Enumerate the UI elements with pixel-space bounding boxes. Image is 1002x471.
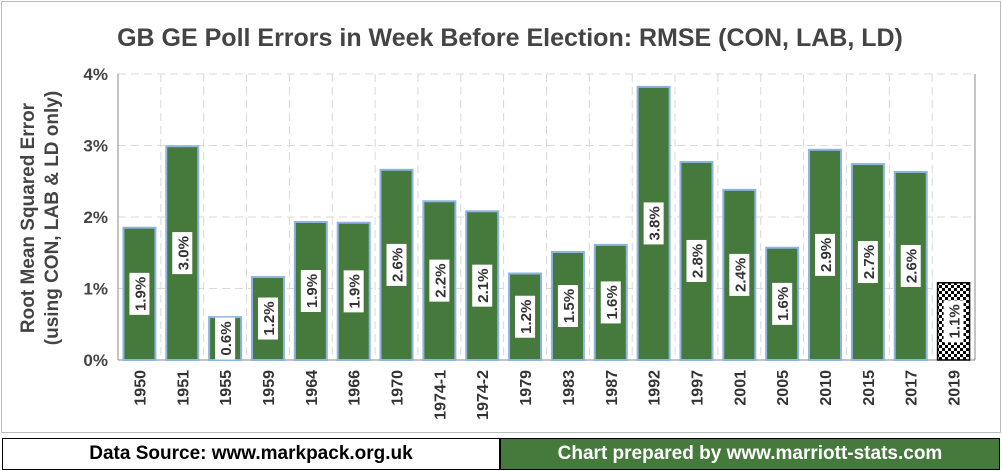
y-tick-label: 1% bbox=[83, 280, 108, 299]
bar-1964 bbox=[293, 221, 328, 361]
data-label: 3.0% bbox=[175, 236, 192, 270]
x-tick-label: 1970 bbox=[390, 370, 407, 406]
x-tick-label: 1964 bbox=[304, 370, 321, 406]
x-tick-label: 1983 bbox=[561, 370, 578, 406]
data-label: 2.9% bbox=[818, 238, 835, 272]
x-tick-label: 1955 bbox=[218, 370, 235, 406]
data-label: 2.4% bbox=[732, 258, 749, 292]
data-label: 1.2% bbox=[518, 300, 535, 334]
data-label-box bbox=[386, 243, 407, 286]
x-tick-label: 1992 bbox=[647, 370, 664, 406]
data-label-box bbox=[129, 272, 150, 315]
data-label-box bbox=[600, 281, 621, 324]
x-tick-label: 2017 bbox=[904, 370, 921, 406]
data-label: 1.9% bbox=[304, 274, 321, 308]
data-label: 2.6% bbox=[390, 248, 407, 282]
x-tick-label: 1974-1 bbox=[432, 370, 449, 420]
data-label: 1.6% bbox=[775, 287, 792, 321]
data-label-box bbox=[257, 297, 278, 340]
data-label-box bbox=[815, 233, 836, 276]
data-label-box bbox=[943, 300, 964, 343]
data-label-box bbox=[300, 270, 321, 313]
x-tick-label: 2019 bbox=[947, 370, 964, 406]
data-label-box bbox=[515, 295, 536, 338]
chart-frame bbox=[1, 1, 1001, 433]
data-label-box bbox=[557, 285, 578, 328]
bar-chart: GB GE Poll Errors in Week Before Electio… bbox=[18, 24, 976, 420]
x-tick-label: 1959 bbox=[261, 370, 278, 406]
data-label: 1.6% bbox=[604, 285, 621, 319]
data-label-box bbox=[772, 282, 793, 325]
x-tick-label: 1979 bbox=[518, 370, 535, 406]
data-label-box bbox=[215, 317, 236, 360]
data-label: 2.6% bbox=[904, 249, 921, 283]
x-tick-label: 1950 bbox=[132, 370, 149, 406]
data-source: Data Source: www.markpack.org.uk bbox=[2, 438, 500, 470]
y-axis-label-line1: Root Mean Squared Error bbox=[18, 102, 39, 333]
data-label: 0.6% bbox=[218, 321, 235, 355]
data-label-box bbox=[686, 239, 707, 282]
bar-1950 bbox=[122, 226, 157, 361]
chart-credit: Chart prepared by www.marriott-stats.com bbox=[500, 438, 1000, 470]
data-label: 2.7% bbox=[861, 245, 878, 279]
y-tick-label: 0% bbox=[83, 351, 108, 370]
y-axis-label-line2: (using CON, LAB & LD only) bbox=[42, 91, 63, 345]
data-label: 2.8% bbox=[689, 244, 706, 278]
data-label-box bbox=[729, 253, 750, 296]
x-tick-label: 1951 bbox=[175, 370, 192, 406]
data-label: 3.8% bbox=[647, 206, 664, 240]
y-tick-label: 4% bbox=[83, 65, 108, 84]
x-tick-label: 1974-2 bbox=[475, 370, 492, 420]
data-label-box bbox=[857, 241, 878, 284]
x-tick-label: 2010 bbox=[818, 370, 835, 406]
data-label: 1.1% bbox=[947, 304, 964, 338]
data-label-box bbox=[643, 202, 664, 245]
y-tick-label: 2% bbox=[83, 208, 108, 227]
x-tick-label: 2015 bbox=[861, 370, 878, 406]
data-label: 2.1% bbox=[475, 269, 492, 303]
bar-2015 bbox=[850, 163, 885, 361]
x-tick-label: 1966 bbox=[347, 370, 364, 406]
data-label-box bbox=[472, 264, 493, 307]
data-label-box bbox=[172, 232, 193, 275]
chart-title: GB GE Poll Errors in Week Before Electio… bbox=[117, 24, 903, 52]
data-label: 1.2% bbox=[261, 301, 278, 335]
x-tick-label: 1987 bbox=[604, 370, 621, 406]
x-tick-label: 2005 bbox=[775, 370, 792, 406]
data-label-box bbox=[429, 259, 450, 302]
y-tick-label: 3% bbox=[83, 137, 108, 156]
data-label: 2.2% bbox=[432, 264, 449, 298]
data-label-box bbox=[343, 270, 364, 313]
data-label: 1.5% bbox=[561, 289, 578, 323]
x-tick-label: 1997 bbox=[689, 370, 706, 406]
data-label: 1.9% bbox=[347, 274, 364, 308]
data-label-box bbox=[900, 244, 921, 287]
data-label: 1.9% bbox=[132, 277, 149, 311]
x-tick-label: 2001 bbox=[732, 370, 749, 406]
